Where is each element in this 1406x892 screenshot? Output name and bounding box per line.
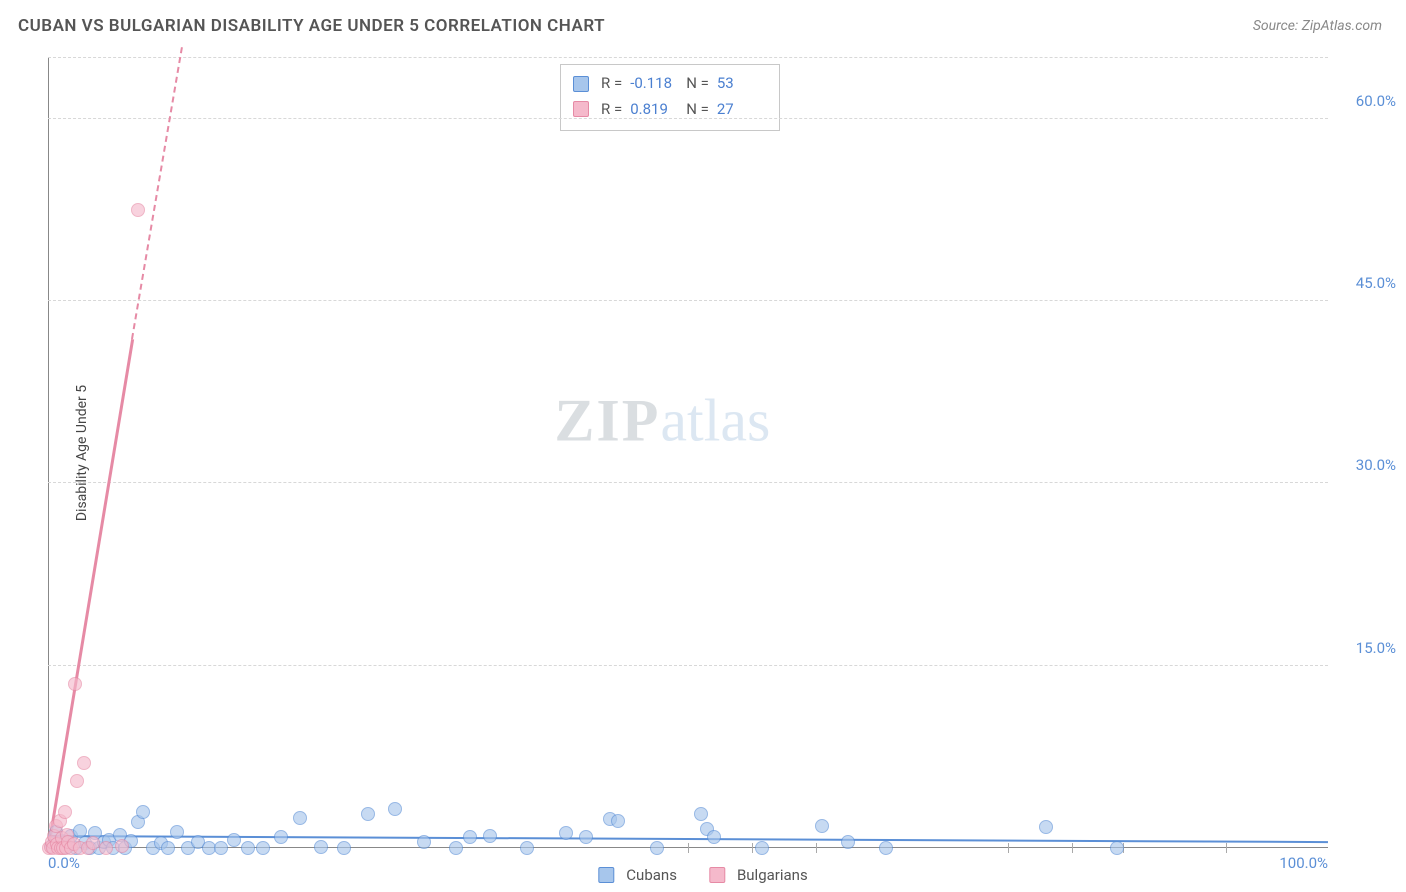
x-tick-mark (688, 843, 689, 853)
data-point (463, 830, 477, 844)
data-point (241, 841, 255, 855)
data-point (70, 774, 84, 788)
data-point (115, 839, 129, 853)
legend-swatch (598, 867, 614, 883)
legend-label: Bulgarians (737, 866, 808, 884)
data-point (161, 841, 175, 855)
header: CUBAN VS BULGARIAN DISABILITY AGE UNDER … (0, 0, 1406, 44)
data-point (256, 841, 270, 855)
data-point (841, 835, 855, 849)
gridline (48, 665, 1328, 666)
data-point (170, 825, 184, 839)
data-point (293, 811, 307, 825)
data-point (77, 756, 91, 770)
data-point (227, 833, 241, 847)
x-tick-mark (752, 843, 753, 853)
chart-title: CUBAN VS BULGARIAN DISABILITY AGE UNDER … (18, 16, 605, 36)
stats-row: R = -0.118 N = 53 (573, 71, 765, 97)
plot-area: ZIPatlas R =-0.118N =53R =0.819N =27 15.… (48, 58, 1328, 848)
y-tick-label: 15.0% (1356, 639, 1396, 657)
data-point (361, 807, 375, 821)
gridline (48, 57, 1328, 58)
data-point (68, 677, 82, 691)
x-tick-label: 0.0% (48, 854, 80, 872)
y-axis-line (48, 58, 49, 848)
watermark-part2: atlas (660, 388, 770, 454)
stats-box: R =-0.118N =53R =0.819N =27 (560, 64, 780, 131)
data-point (707, 830, 721, 844)
data-point (483, 829, 497, 843)
data-point (274, 830, 288, 844)
data-point (579, 830, 593, 844)
data-point (388, 802, 402, 816)
y-tick-label: 30.0% (1356, 456, 1396, 474)
x-tick-mark (1008, 843, 1009, 853)
legend-item: Bulgarians (709, 866, 808, 884)
trend-line (131, 47, 183, 339)
x-tick-mark (816, 843, 817, 853)
bottom-legend: Cubans Bulgarians (598, 866, 807, 884)
x-tick-label: 100.0% (1279, 854, 1328, 872)
data-point (611, 814, 625, 828)
y-tick-label: 60.0% (1356, 92, 1396, 110)
data-point (417, 835, 431, 849)
data-point (449, 841, 463, 855)
gridline (48, 118, 1328, 119)
r-value: -0.118 (630, 71, 678, 97)
x-tick-mark (1226, 843, 1227, 853)
legend-swatch (709, 867, 725, 883)
data-point (879, 841, 893, 855)
watermark: ZIPatlas (554, 387, 770, 456)
source-label: Source: ZipAtlas.com (1253, 18, 1382, 34)
data-point (214, 841, 228, 855)
gridline (48, 482, 1328, 483)
data-point (99, 841, 113, 855)
data-point (337, 841, 351, 855)
chart-container: Disability Age Under 5 ZIPatlas R =-0.11… (48, 58, 1328, 848)
legend-swatch (573, 101, 589, 117)
legend-item: Cubans (598, 866, 677, 884)
x-tick-mark (1072, 843, 1073, 853)
data-point (815, 819, 829, 833)
data-point (58, 805, 72, 819)
watermark-part1: ZIP (554, 388, 660, 454)
data-point (650, 841, 664, 855)
legend-swatch (573, 76, 589, 92)
y-tick-label: 45.0% (1356, 274, 1396, 292)
data-point (314, 840, 328, 854)
n-label: N = (686, 71, 709, 97)
data-point (136, 805, 150, 819)
data-point (1110, 841, 1124, 855)
data-point (520, 841, 534, 855)
n-value: 53 (717, 71, 765, 97)
trend-line (47, 339, 134, 850)
legend-label: Cubans (626, 866, 677, 884)
data-point (131, 203, 145, 217)
gridline (48, 300, 1328, 301)
r-label: R = (601, 71, 622, 97)
data-point (694, 807, 708, 821)
data-point (755, 841, 769, 855)
data-point (1039, 820, 1053, 834)
data-point (559, 826, 573, 840)
